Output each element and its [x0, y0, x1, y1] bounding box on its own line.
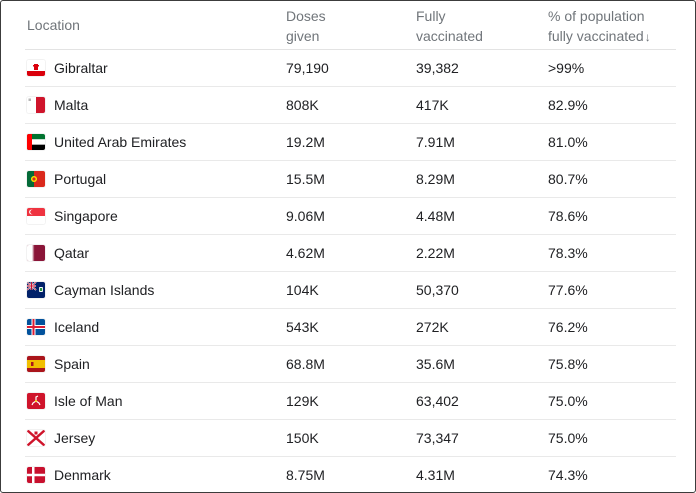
table-row[interactable]: Jersey 150K 73,347 75.0%	[25, 420, 676, 457]
table-row[interactable]: Iceland 543K 272K 76.2%	[25, 309, 676, 346]
fully-vaccinated-cell: 272K	[416, 319, 449, 335]
qatar-flag-icon	[27, 245, 45, 261]
fully-vaccinated-cell: 63,402	[416, 393, 459, 409]
pct-fully-vaccinated-cell: 75.8%	[548, 356, 588, 372]
doses-given-cell: 9.06M	[286, 208, 325, 224]
malta-flag-icon	[27, 97, 45, 113]
fully-vaccinated-cell: 4.31M	[416, 467, 455, 483]
pct-fully-vaccinated-cell: >99%	[548, 60, 585, 76]
fully-vaccinated-cell: 2.22M	[416, 245, 455, 261]
table-body: Gibraltar 79,190 39,382 >99% Malta 808K 417K 82…	[25, 50, 676, 492]
fully-vaccinated-cell: 417K	[416, 97, 449, 113]
table-row[interactable]: Gibraltar 79,190 39,382 >99%	[25, 50, 676, 87]
doses-given-cell: 808K	[286, 97, 319, 113]
column-header-doses-given[interactable]: Doses given	[286, 6, 326, 46]
doses-given-cell: 129K	[286, 393, 319, 409]
pct-fully-vaccinated-cell: 75.0%	[548, 430, 588, 446]
doses-given-cell: 8.75M	[286, 467, 325, 483]
location-cell: Gibraltar	[54, 60, 108, 76]
vaccination-table: Location Doses given Fully vaccinated % …	[25, 1, 676, 492]
uae-flag-icon	[27, 134, 45, 150]
table-row[interactable]: Isle of Man 129K 63,402 75.0%	[25, 383, 676, 420]
pct-fully-vaccinated-cell: 81.0%	[548, 134, 588, 150]
column-header-location[interactable]: Location	[27, 15, 80, 35]
table-header: Location Doses given Fully vaccinated % …	[25, 1, 676, 50]
column-header-fully-line2: vaccinated	[416, 28, 483, 44]
pct-fully-vaccinated-cell: 75.0%	[548, 393, 588, 409]
table-row[interactable]: Spain 68.8M 35.6M 75.8%	[25, 346, 676, 383]
table-row[interactable]: Malta 808K 417K 82.9%	[25, 87, 676, 124]
location-cell: Iceland	[54, 319, 100, 335]
column-header-pct-line2: fully vaccinated	[548, 28, 644, 44]
cayman-islands-flag-icon	[27, 282, 45, 298]
doses-given-cell: 104K	[286, 282, 319, 298]
doses-given-cell: 150K	[286, 430, 319, 446]
location-cell: United Arab Emirates	[54, 134, 187, 150]
fully-vaccinated-cell: 50,370	[416, 282, 459, 298]
location-cell: Portugal	[54, 171, 107, 187]
column-header-fully-line1: Fully	[416, 8, 446, 24]
spain-flag-icon	[27, 356, 45, 372]
location-cell: Qatar	[54, 245, 90, 261]
pct-fully-vaccinated-cell: 77.6%	[548, 282, 588, 298]
singapore-flag-icon	[27, 208, 45, 224]
fully-vaccinated-cell: 7.91M	[416, 134, 455, 150]
fully-vaccinated-cell: 35.6M	[416, 356, 455, 372]
location-cell: Cayman Islands	[54, 282, 155, 298]
location-cell: Isle of Man	[54, 393, 123, 409]
table-row[interactable]: United Arab Emirates 19.2M 7.91M 81.0%	[25, 124, 676, 161]
isle-of-man-flag-icon	[27, 393, 45, 409]
pct-fully-vaccinated-cell: 82.9%	[548, 97, 588, 113]
table-row[interactable]: Singapore 9.06M 4.48M 78.6%	[25, 198, 676, 235]
fully-vaccinated-cell: 8.29M	[416, 171, 455, 187]
location-cell: Malta	[54, 97, 89, 113]
column-header-fully-vaccinated[interactable]: Fully vaccinated	[416, 6, 483, 46]
doses-given-cell: 15.5M	[286, 171, 325, 187]
pct-fully-vaccinated-cell: 78.6%	[548, 208, 588, 224]
pct-fully-vaccinated-cell: 80.7%	[548, 171, 588, 187]
column-header-doses-line2: given	[286, 28, 320, 44]
location-cell: Spain	[54, 356, 90, 372]
portugal-flag-icon	[27, 171, 45, 187]
pct-fully-vaccinated-cell: 76.2%	[548, 319, 588, 335]
location-cell: Jersey	[54, 430, 96, 446]
pct-fully-vaccinated-cell: 78.3%	[548, 245, 588, 261]
doses-given-cell: 4.62M	[286, 245, 325, 261]
fully-vaccinated-cell: 73,347	[416, 430, 459, 446]
doses-given-cell: 543K	[286, 319, 319, 335]
fully-vaccinated-cell: 39,382	[416, 60, 459, 76]
doses-given-cell: 79,190	[286, 60, 329, 76]
table-row[interactable]: Cayman Islands 104K 50,370 77.6%	[25, 272, 676, 309]
gibraltar-flag-icon	[27, 60, 45, 76]
column-header-doses-line1: Doses	[286, 8, 326, 24]
table-row[interactable]: Denmark 8.75M 4.31M 74.3%	[25, 457, 676, 492]
column-header-pct-line1: % of population	[548, 8, 645, 24]
location-cell: Denmark	[54, 467, 111, 483]
sort-descending-icon: ↓	[644, 30, 651, 44]
column-header-pct-fully-vaccinated[interactable]: % of population fully vaccinated↓	[548, 6, 651, 47]
denmark-flag-icon	[27, 467, 45, 483]
iceland-flag-icon	[27, 319, 45, 335]
location-cell: Singapore	[54, 208, 118, 224]
table-row[interactable]: Qatar 4.62M 2.22M 78.3%	[25, 235, 676, 272]
doses-given-cell: 19.2M	[286, 134, 325, 150]
table-row[interactable]: Portugal 15.5M 8.29M 80.7%	[25, 161, 676, 198]
doses-given-cell: 68.8M	[286, 356, 325, 372]
pct-fully-vaccinated-cell: 74.3%	[548, 467, 588, 483]
jersey-flag-icon	[27, 430, 45, 446]
fully-vaccinated-cell: 4.48M	[416, 208, 455, 224]
column-header-pct-line2-wrap: fully vaccinated↓	[548, 26, 651, 47]
column-header-location-label: Location	[27, 17, 80, 33]
